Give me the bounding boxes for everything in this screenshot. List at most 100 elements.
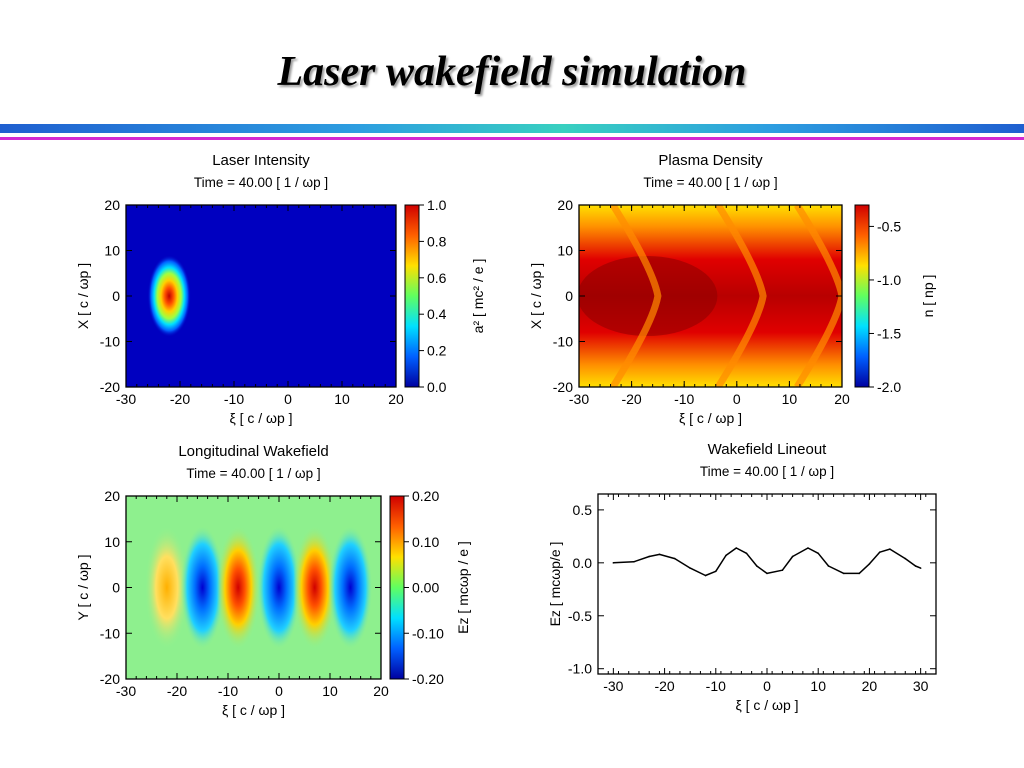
x-tick-label: 0 — [284, 391, 292, 407]
colorbar-label: Ez [ mcωp / e ] — [455, 541, 471, 634]
negative-field-crescent — [257, 525, 301, 650]
colorbar-tick-label: 0.4 — [427, 306, 447, 322]
x-tick-label: -20 — [170, 391, 190, 407]
x-tick-label: -30 — [116, 391, 136, 407]
x-tick-label: 10 — [334, 391, 350, 407]
lineout-point — [755, 565, 758, 567]
x-tick-label: 10 — [782, 391, 798, 407]
lineout-point — [766, 572, 768, 575]
y-tick-label: -1.0 — [568, 661, 592, 677]
density-front — [715, 205, 767, 387]
lineout-point — [858, 572, 860, 575]
y-tick-label: 0 — [112, 288, 120, 304]
colorbar-tick-label: -0.5 — [877, 218, 901, 234]
panel-time-subtitle: Time = 40.00 [ 1 / ωp ] — [186, 466, 320, 481]
y-axis-label: Ez [ mcωp/e ] — [547, 542, 563, 627]
x-tick-label: -10 — [224, 391, 244, 407]
density-front — [794, 205, 842, 387]
colorbar-tick-label: 0.8 — [427, 233, 447, 249]
lineout-point — [648, 555, 651, 558]
y-tick-label: 0 — [112, 580, 120, 596]
lineout-point — [612, 562, 615, 564]
lineout-point — [791, 555, 794, 558]
y-tick-label: -0.5 — [568, 608, 592, 624]
x-tick-label: -20 — [167, 683, 187, 699]
lineout-point — [781, 569, 784, 572]
lineout-point — [878, 551, 881, 554]
lineout-point — [725, 554, 727, 557]
plot-frame — [597, 493, 937, 675]
x-tick-label: -10 — [218, 683, 238, 699]
y-tick-label: -20 — [100, 671, 120, 687]
colorbar-tick-label: 0.00 — [412, 580, 439, 596]
colorbar-tick-label: -1.5 — [877, 325, 901, 341]
colorbar-tick-label: -1.0 — [877, 272, 901, 288]
lineout-point — [674, 557, 676, 560]
x-tick-label: -30 — [603, 678, 623, 694]
density-map — [579, 205, 842, 387]
panel-time-subtitle: Time = 40.00 [ 1 / ωp ] — [700, 464, 834, 479]
x-tick-label: 0 — [763, 678, 771, 694]
lineout-point — [633, 560, 635, 563]
y-tick-label: 10 — [104, 243, 120, 259]
lineout-point — [904, 557, 907, 560]
y-tick-label: 20 — [104, 488, 120, 504]
lineout-point — [735, 547, 738, 549]
lineout-point — [807, 547, 809, 549]
y-tick-label: 0 — [565, 288, 573, 304]
panel-title: Wakefield Lineout — [708, 441, 828, 458]
x-tick-label: 20 — [834, 391, 850, 407]
title-underline-magenta — [0, 137, 1024, 140]
colorbar — [389, 495, 405, 680]
x-tick-label: 20 — [388, 391, 404, 407]
lineout-point — [919, 567, 922, 569]
y-axis-label: X [ c / ωp ] — [75, 263, 91, 329]
x-axis-label: ξ [ c / ωp ] — [222, 702, 285, 718]
y-tick-label: 10 — [104, 534, 120, 550]
colorbar-label: n [ np ] — [920, 275, 936, 318]
negative-field-crescent — [180, 525, 225, 650]
colorbar-tick-label: 0.0 — [427, 379, 447, 395]
lineout-point — [868, 563, 871, 565]
lineout-point — [827, 565, 830, 567]
lineout-point — [843, 572, 845, 575]
x-tick-label: -10 — [674, 391, 694, 407]
positive-field-crescent — [144, 525, 189, 650]
positive-field-crescent — [292, 525, 337, 650]
x-tick-label: -20 — [621, 391, 641, 407]
wakefield-map — [126, 496, 381, 679]
colorbar-tick-label: 0.10 — [412, 534, 439, 550]
simulation-figure: Laser Intensity Time = 40.00 [ 1 / ωp ] -3… — [52, 143, 957, 728]
y-tick-label: 0.5 — [573, 502, 593, 518]
lineout-point — [889, 548, 891, 550]
lineout-point — [914, 565, 917, 567]
colorbar-tick-label: 0.2 — [427, 343, 447, 359]
x-tick-label: 30 — [913, 678, 929, 694]
y-axis-label: X [ c / ωp ] — [528, 263, 544, 329]
colorbar-tick-label: -0.10 — [412, 625, 444, 641]
lineout-point — [714, 570, 717, 573]
x-tick-label: -10 — [706, 678, 726, 694]
x-tick-label: 10 — [810, 678, 826, 694]
slide-title: Laser wakefield simulation — [277, 49, 747, 95]
colorbar — [404, 204, 420, 388]
x-axis-label: ξ [ c / ωp ] — [735, 697, 798, 713]
y-tick-label: 20 — [104, 197, 120, 213]
y-tick-label: 20 — [557, 197, 573, 213]
x-tick-label: -20 — [654, 678, 674, 694]
density-cavity — [579, 256, 718, 336]
y-tick-label: -20 — [100, 379, 120, 395]
lineout-point — [658, 553, 661, 556]
x-axis-label: ξ [ c / ωp ] — [679, 410, 742, 426]
colorbar — [854, 204, 870, 388]
x-tick-label: -30 — [569, 391, 589, 407]
title-underline-blue — [0, 124, 1024, 133]
x-tick-label: 10 — [322, 683, 338, 699]
laser-spot — [147, 255, 191, 337]
lineout-point — [704, 574, 707, 577]
panel-title: Longitudinal Wakefield — [178, 443, 328, 460]
x-axis-label: ξ [ c / ωp ] — [229, 410, 292, 426]
y-tick-label: -10 — [553, 334, 573, 350]
panel-time-subtitle: Time = 40.00 [ 1 / ωp ] — [194, 175, 328, 190]
panel-time-subtitle: Time = 40.00 [ 1 / ωp ] — [643, 175, 777, 190]
